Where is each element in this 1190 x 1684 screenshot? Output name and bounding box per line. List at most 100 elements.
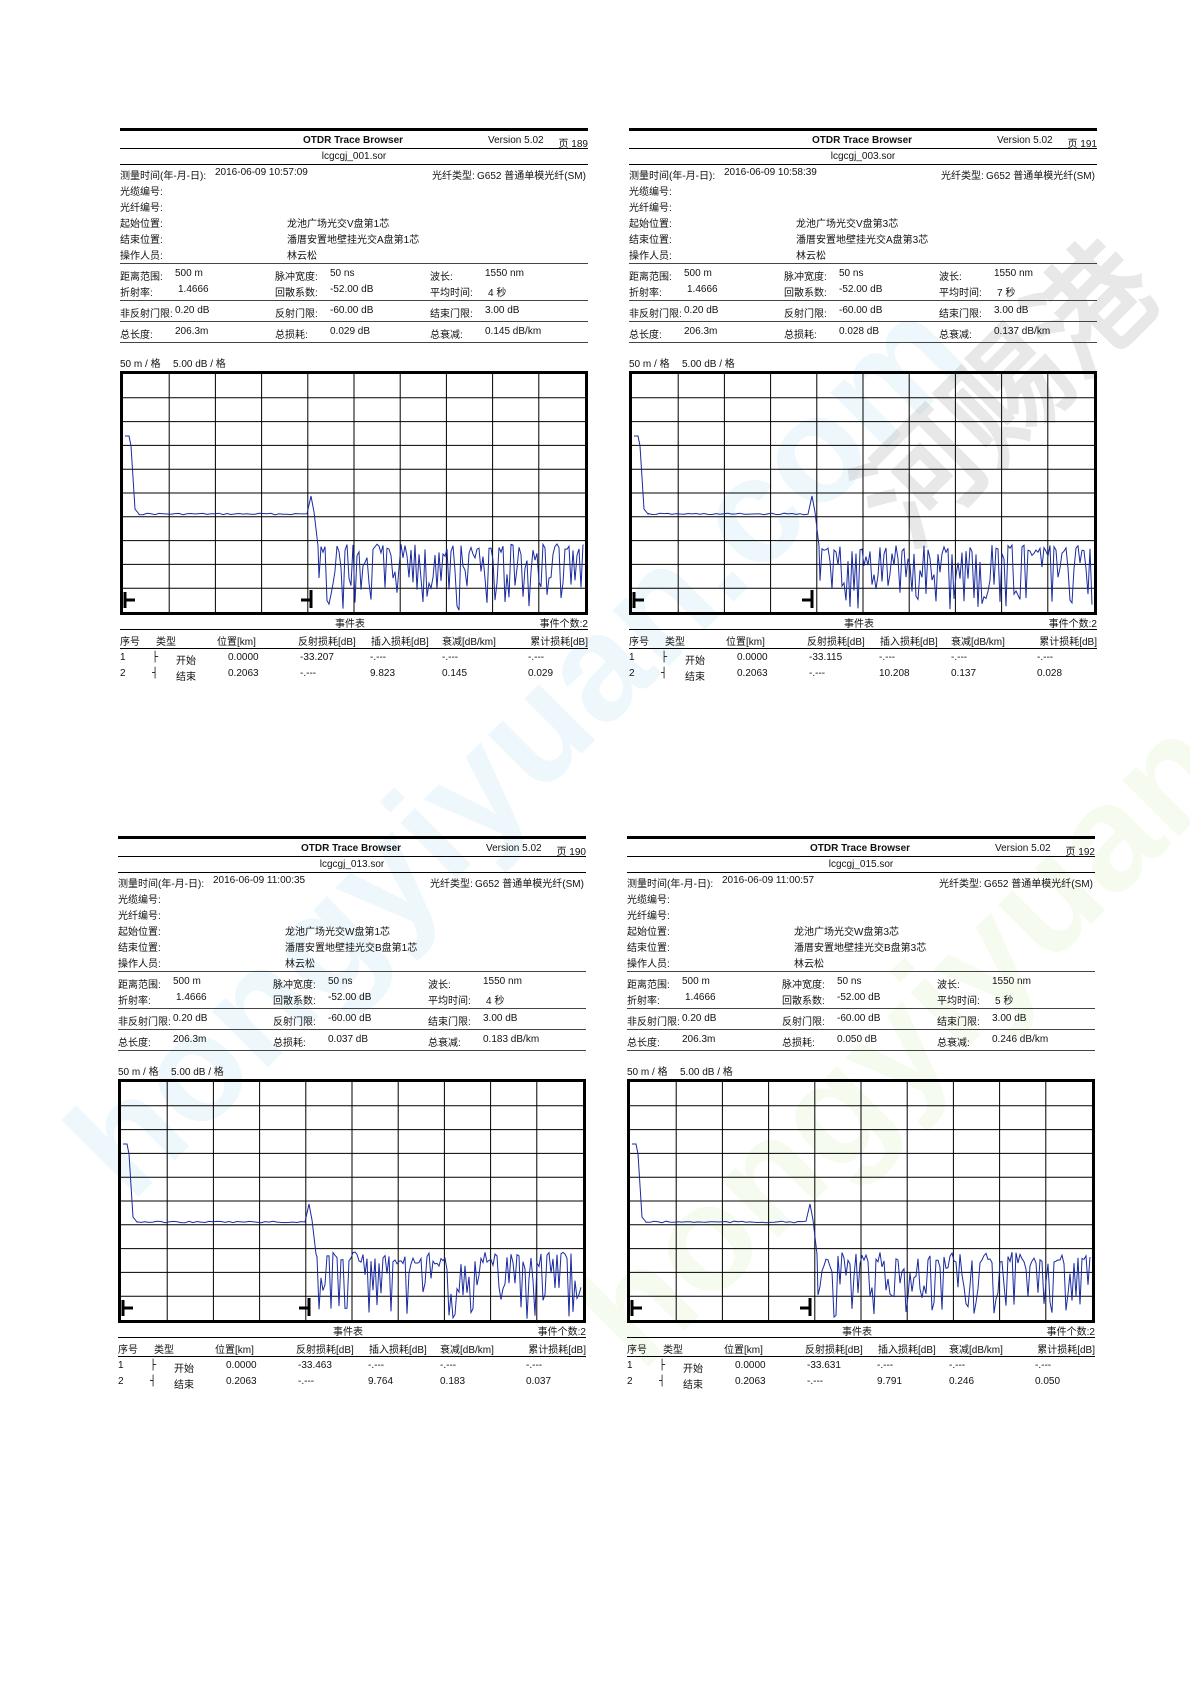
event-col-header: 插入损耗[dB]: [371, 637, 429, 648]
event-cell-type: 开始: [176, 656, 196, 667]
otdr-report: OTDR Trace Browser Version 5.02 页 190 lc…: [118, 836, 586, 1391]
operator-value: 林云松: [285, 959, 315, 970]
event-count: 事件个数:2: [539, 619, 588, 630]
event-cell-att: -.---: [440, 1360, 457, 1371]
length-label: 总长度:: [629, 330, 662, 341]
event-marker-end: [802, 590, 814, 608]
ior-value: 1.4666: [687, 284, 718, 295]
event-end-icon: ┤: [659, 1376, 666, 1387]
info-row: 光纤编号:: [118, 905, 586, 922]
event-cell-no: 1: [120, 652, 126, 663]
event-table-label: 事件表: [844, 619, 874, 630]
ior-label: 折射率:: [629, 288, 662, 299]
loss-value: 0.050 dB: [837, 1034, 878, 1045]
info-row: 起始位置: 龙池广场光交V盘第1芯: [120, 213, 588, 230]
wave-value: 1550 nm: [483, 976, 522, 987]
info-row: 结束位置: 潘厝安置地壁挂光交B盘第3芯: [627, 937, 1095, 954]
divider: [120, 300, 588, 301]
event-table-label: 事件表: [842, 1327, 872, 1338]
event-cell-type: 结束: [685, 672, 705, 683]
divider: [627, 1008, 1095, 1009]
scale-x: 50 m / 格: [118, 1067, 159, 1078]
event-col-header: 衰减[dB/km]: [951, 637, 1005, 648]
length-label: 总长度:: [120, 330, 153, 341]
app-title: OTDR Trace Browser: [303, 135, 404, 146]
event-table-label: 事件表: [333, 1327, 363, 1338]
chart-footer: 事件表 事件个数:2: [118, 1323, 586, 1338]
avg-value: 4 秒: [486, 996, 505, 1007]
nonrefl-label: 非反射门限:: [120, 309, 173, 320]
endth-label: 结束门限:: [937, 1017, 980, 1028]
refl-label: 反射门限:: [784, 309, 827, 320]
page-number: 页 191: [1067, 139, 1097, 150]
wave-label: 波长:: [939, 272, 962, 283]
fiber-type-value: G652 普通单模光纤(SM): [475, 879, 584, 890]
trace-svg: [632, 374, 1094, 612]
event-col-header: 类型: [665, 637, 685, 648]
event-cell-att: -.---: [442, 652, 459, 663]
header-rule: [120, 128, 588, 131]
param-row: 折射率: 1.4666 回散系数: -52.00 dB 平均时间: 4 秒: [118, 990, 586, 1007]
end-value: 潘厝安置地壁挂光交B盘第1芯: [285, 943, 418, 954]
pulse-value: 50 ns: [328, 976, 353, 987]
nonrefl-value: 0.20 dB: [175, 305, 210, 316]
event-col-header: 类型: [663, 1345, 683, 1356]
chart-scale: 50 m / 格 5.00 dB / 格: [118, 1061, 586, 1079]
att-value: 0.246 dB/km: [992, 1034, 1049, 1045]
range-value: 500 m: [173, 976, 201, 987]
event-table-body: ├ 1 开始 0.0000 -33.631 -.--- -.--- -.--- ┤ 2 结束 0.20…: [627, 1357, 1095, 1391]
end-value: 潘厝安置地壁挂光交A盘第3芯: [796, 235, 929, 246]
otdr-trace-chart: [629, 371, 1097, 615]
info-row: 结束位置: 潘厝安置地壁挂光交A盘第3芯: [629, 229, 1097, 246]
event-cell-ins: -.---: [368, 1360, 385, 1371]
version-label: Version 5.02: [995, 843, 1051, 854]
info-row: 光缆编号:: [629, 181, 1097, 198]
wave-label: 波长:: [937, 980, 960, 991]
info-row: 起始位置: 龙池广场光交V盘第3芯: [629, 213, 1097, 230]
otdr-trace-chart: [627, 1079, 1095, 1323]
event-col-header: 序号: [627, 1345, 647, 1356]
pulse-value: 50 ns: [330, 268, 355, 279]
operator-value: 林云松: [794, 959, 824, 970]
event-cell-type: 结束: [683, 1380, 703, 1391]
end-value: 潘厝安置地壁挂光交B盘第3芯: [794, 943, 927, 954]
start-label: 起始位置:: [118, 927, 161, 938]
ior-value: 1.4666: [176, 992, 207, 1003]
nonrefl-value: 0.20 dB: [173, 1013, 208, 1024]
event-cell-pos: 0.0000: [735, 1360, 766, 1371]
report-header: OTDR Trace Browser Version 5.02 页 192: [627, 839, 1095, 858]
time-label: 测量时间(年-月-日):: [627, 879, 714, 890]
bs-value: -52.00 dB: [839, 284, 883, 295]
otdr-report: OTDR Trace Browser Version 5.02 页 191 lc…: [629, 128, 1097, 683]
event-cell-cum: -.---: [1037, 652, 1054, 663]
event-cell-pos: 0.2063: [228, 668, 259, 679]
event-cell-no: 1: [627, 1360, 633, 1371]
ior-label: 折射率:: [120, 288, 153, 299]
event-row: ├ 1 开始 0.0000 -33.463 -.--- -.--- -.---: [118, 1357, 586, 1375]
trace-svg: [123, 374, 585, 612]
event-cell-refl: -33.463: [298, 1360, 332, 1371]
end-value: 潘厝安置地壁挂光交A盘第1芯: [287, 235, 420, 246]
trace-svg: [630, 1082, 1092, 1320]
event-start-icon: ├: [661, 652, 668, 663]
endth-label: 结束门限:: [428, 1017, 471, 1028]
event-col-header: 累计损耗[dB]: [530, 637, 588, 648]
event-count: 事件个数:2: [1046, 1327, 1095, 1338]
event-count: 事件个数:2: [1048, 619, 1097, 630]
nonrefl-value: 0.20 dB: [684, 305, 719, 316]
length-value: 206.3m: [682, 1034, 716, 1045]
event-table-label: 事件表: [335, 619, 365, 630]
end-label: 结束位置:: [118, 943, 161, 954]
fiber-type-label: 光纤类型:: [941, 171, 984, 182]
event-marker-start: [630, 1300, 642, 1316]
ior-value: 1.4666: [685, 992, 716, 1003]
loss-value: 0.037 dB: [328, 1034, 369, 1045]
chart-footer: 事件表 事件个数:2: [120, 615, 588, 630]
event-col-header: 位置[km]: [215, 1345, 254, 1356]
att-value: 0.137 dB/km: [994, 326, 1051, 337]
length-label: 总长度:: [118, 1038, 151, 1049]
fiber-type-value: G652 普通单模光纤(SM): [477, 171, 586, 182]
cable-no-label: 光缆编号:: [627, 895, 670, 906]
bs-label: 回散系数:: [782, 996, 825, 1007]
end-label: 结束位置:: [627, 943, 670, 954]
